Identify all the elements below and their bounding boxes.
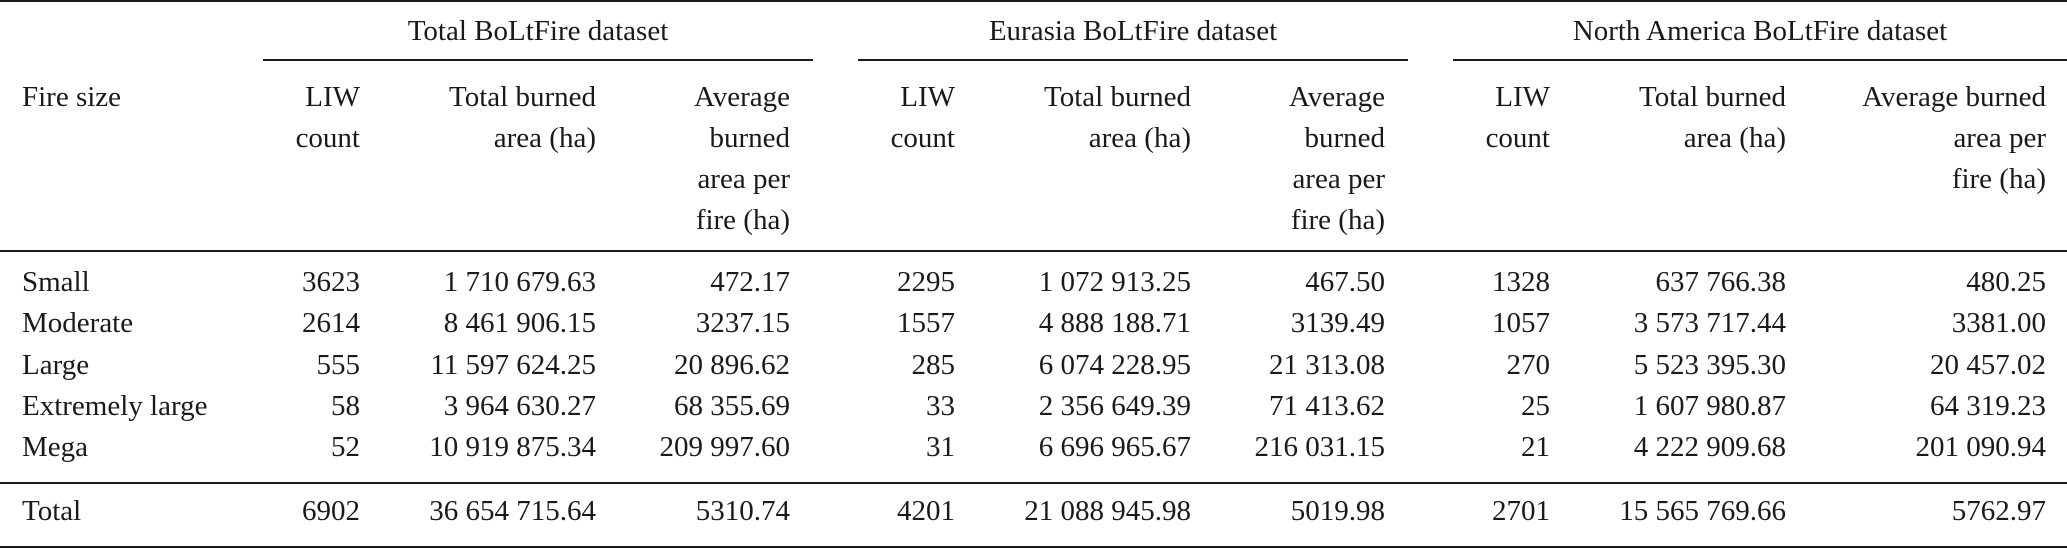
row-label: Extremely large	[22, 390, 208, 422]
table-cell: 21 313.08	[1269, 349, 1385, 381]
table-cell: 1057	[1492, 307, 1550, 339]
table-cell: 3381.00	[1951, 307, 2046, 339]
col-header-total-burned-area: Total burned area (ha)	[1044, 81, 1191, 154]
table-cell: 2 356 649.39	[1038, 390, 1191, 422]
table-cell: 21 088 945.98	[1024, 495, 1191, 527]
col-header-total-burned-area: Total burned area (ha)	[1639, 81, 1786, 154]
table-cell: 5 523 395.30	[1633, 349, 1786, 381]
table-cell: 1 072 913.25	[1038, 266, 1191, 298]
table-cell: 2295	[897, 266, 955, 298]
table-cell: 285	[911, 349, 956, 381]
group-title-north-america: North America BoLtFire dataset	[1572, 15, 1948, 47]
table-cell: 71 413.62	[1269, 390, 1385, 422]
table-cell: 4201	[897, 495, 955, 527]
bottom-rule	[0, 546, 2067, 548]
top-rule	[0, 0, 2067, 2]
table-cell: 1 710 679.63	[443, 266, 596, 298]
group-rule-north-america	[1453, 59, 2067, 61]
group-rule-total	[263, 59, 813, 61]
table-cell: 4 222 909.68	[1633, 431, 1786, 463]
table-cell: 1557	[897, 307, 955, 339]
table-cell: 2614	[302, 307, 360, 339]
table-cell: 36 654 715.64	[429, 495, 596, 527]
table-cell: 480.25	[1966, 266, 2046, 298]
col-header-liw-count: LIW count	[1485, 81, 1550, 154]
table-cell: 20 896.62	[674, 349, 790, 381]
row-label: Total	[22, 495, 82, 527]
group-title-total: Total BoLtFire dataset	[407, 15, 669, 47]
group-rule-eurasia	[858, 59, 1408, 61]
table-cell: 8 461 906.15	[443, 307, 596, 339]
row-header-label: Fire size	[22, 81, 122, 113]
table-cell: 11 597 624.25	[430, 349, 596, 381]
table-cell: 5019.98	[1290, 495, 1385, 527]
col-header-average-burned-area: Average burned area per fire (ha)	[693, 81, 790, 236]
table-cell: 637 766.38	[1655, 266, 1787, 298]
table-cell: 3623	[302, 266, 360, 298]
table-cell: 6 696 965.67	[1038, 431, 1191, 463]
table-cell: 555	[316, 349, 361, 381]
table-cell: 25	[1521, 390, 1550, 422]
col-header-total-burned-area: Total burned area (ha)	[449, 81, 596, 154]
table-cell: 216 031.15	[1254, 431, 1386, 463]
body-bottom-rule	[0, 482, 2067, 484]
table-cell: 58	[331, 390, 360, 422]
table-cell: 10 919 875.34	[429, 431, 596, 463]
row-label: Mega	[22, 431, 89, 463]
table-cell: 15 565 769.66	[1619, 495, 1786, 527]
col-header-liw-count: LIW count	[295, 81, 360, 154]
table-cell: 3 573 717.44	[1633, 307, 1786, 339]
row-label: Large	[22, 349, 90, 381]
table-cell: 3 964 630.27	[443, 390, 596, 422]
col-header-average-burned-area: Average burned area per fire (ha)	[1862, 81, 2046, 195]
table-cell: 2701	[1492, 495, 1550, 527]
table-cell: 472.17	[710, 266, 790, 298]
group-title-eurasia: Eurasia BoLtFire dataset	[988, 15, 1278, 47]
table-cell: 467.50	[1305, 266, 1385, 298]
table-cell: 209 997.60	[659, 431, 791, 463]
table-cell: 21	[1521, 431, 1550, 463]
table-cell: 3237.15	[695, 307, 790, 339]
row-label: Moderate	[22, 307, 134, 339]
header-bottom-rule	[0, 250, 2067, 252]
table-cell: 5310.74	[695, 495, 790, 527]
col-header-liw-count: LIW count	[890, 81, 955, 154]
table-cell: 20 457.02	[1930, 349, 2046, 381]
table-cell: 68 355.69	[674, 390, 790, 422]
table-cell: 270	[1506, 349, 1551, 381]
table-cell: 4 888 188.71	[1038, 307, 1191, 339]
table-cell: 6902	[302, 495, 360, 527]
table-cell: 1328	[1492, 266, 1550, 298]
table-cell: 6 074 228.95	[1038, 349, 1191, 381]
table-cell: 31	[926, 431, 955, 463]
table-cell: 52	[331, 431, 360, 463]
table-cell: 64 319.23	[1930, 390, 2046, 422]
table-cell: 201 090.94	[1915, 431, 2047, 463]
table-cell: 1 607 980.87	[1633, 390, 1786, 422]
row-label: Small	[22, 266, 90, 298]
table-cell: 3139.49	[1290, 307, 1385, 339]
col-header-average-burned-area: Average burned area per fire (ha)	[1288, 81, 1385, 236]
table-cell: 33	[926, 390, 955, 422]
table-cell: 5762.97	[1951, 495, 2046, 527]
